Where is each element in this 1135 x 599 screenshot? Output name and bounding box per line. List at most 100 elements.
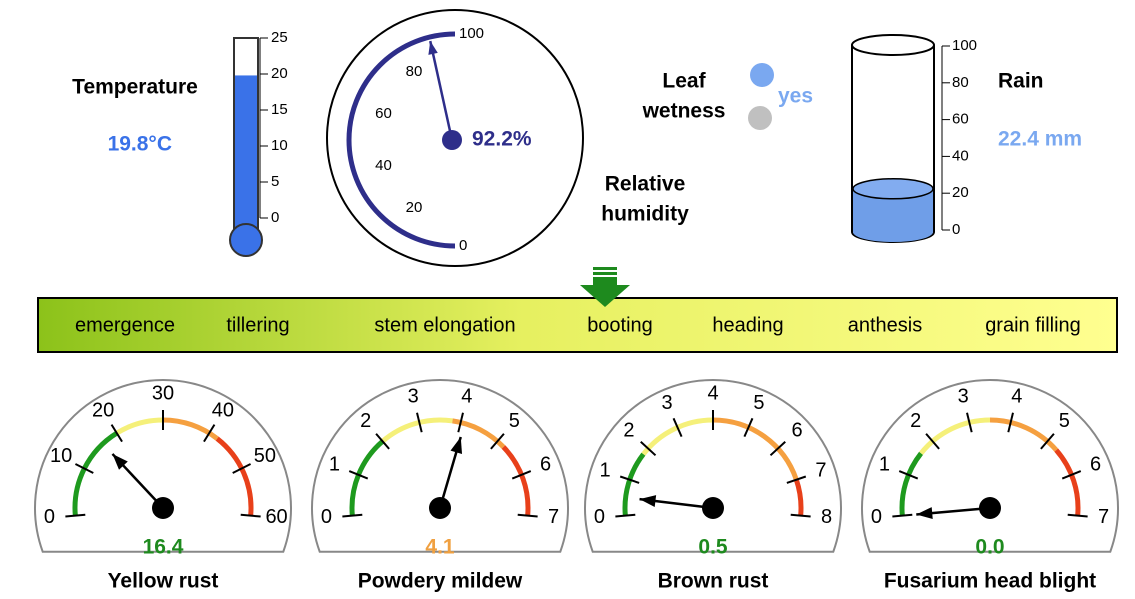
thermo-fill <box>235 75 257 232</box>
tick <box>232 463 252 474</box>
tick-label: 60 <box>375 105 392 122</box>
gauge-zone <box>899 451 924 516</box>
tick-label: 2 <box>360 410 371 432</box>
gauge-zone <box>501 445 531 516</box>
tick <box>416 412 423 433</box>
tick <box>517 513 538 518</box>
tick <box>1061 470 1082 480</box>
tick <box>110 424 123 443</box>
tick-label: 80 <box>406 63 423 80</box>
tick-label: 0 <box>594 506 605 528</box>
rain-label: Rain <box>998 70 1044 93</box>
needle-head <box>428 41 438 55</box>
tick-label: 8 <box>821 506 832 528</box>
stage-label: stem elongation <box>374 314 515 336</box>
tick-label: 1 <box>599 460 610 482</box>
gauge-zone <box>1054 448 1081 516</box>
gauge-zone <box>622 452 646 516</box>
stage-label: heading <box>712 314 783 336</box>
rain-water <box>853 188 933 242</box>
gauge-face <box>34 379 292 553</box>
rain-surface <box>852 178 934 200</box>
tick <box>672 417 683 438</box>
humidity-arc <box>346 31 456 249</box>
tick-label: 30 <box>152 382 174 404</box>
stage-bar <box>37 297 1118 353</box>
tick <box>1067 513 1088 518</box>
gauge-value: 0.5 <box>698 536 728 559</box>
tick <box>769 441 786 457</box>
needle-head <box>639 495 657 508</box>
gauge-value: 4.1 <box>425 536 455 559</box>
tick-label: 40 <box>375 157 392 174</box>
gauge-name: Brown rust <box>658 570 769 593</box>
tick <box>240 513 261 518</box>
tick <box>925 433 940 450</box>
gauge-zone <box>712 417 799 481</box>
tick-label: 60 <box>265 506 287 528</box>
tick-label: 20 <box>271 65 288 82</box>
tick <box>743 417 754 438</box>
stage-label: booting <box>587 314 653 336</box>
humidity-label: humidity <box>601 203 689 226</box>
tick <box>615 513 636 518</box>
tick-label: 6 <box>1090 453 1101 475</box>
temperature-label: Temperature <box>72 76 198 99</box>
gauge-name: Fusarium head blight <box>884 570 1096 593</box>
tick-label: 40 <box>952 147 969 164</box>
tick-label: 25 <box>271 29 288 46</box>
tick <box>348 470 369 480</box>
tick-label: 3 <box>408 385 419 407</box>
tick-label: 0 <box>271 209 279 226</box>
tick-label: 20 <box>406 199 423 216</box>
needle-head <box>450 436 463 455</box>
tick <box>1040 433 1055 450</box>
tick-label: 10 <box>50 445 72 467</box>
gauge-zone <box>793 478 804 516</box>
gauge-zone <box>452 418 506 449</box>
tick-label: 10 <box>271 137 288 154</box>
tick-label: 1 <box>879 453 890 475</box>
tick <box>786 475 807 484</box>
gauge-value: 0.0 <box>975 536 1004 559</box>
stage-label: anthesis <box>848 314 923 336</box>
tick-label: 2 <box>623 419 634 441</box>
tick-label: 7 <box>548 506 559 528</box>
tick <box>966 412 973 433</box>
needle-head <box>916 507 933 520</box>
tick <box>342 513 363 518</box>
gauge-name: Powdery mildew <box>358 570 523 593</box>
tick <box>898 470 919 480</box>
tick-label: 20 <box>952 184 969 201</box>
stage-label: emergence <box>75 314 175 336</box>
tick <box>511 470 532 480</box>
tick <box>490 433 505 450</box>
humidity-label: Relative <box>605 173 686 196</box>
tick-label: 4 <box>707 382 718 404</box>
gauge-zone <box>380 417 453 444</box>
tick <box>892 513 913 518</box>
gauge-face <box>861 379 1119 553</box>
needle-hub <box>442 130 462 150</box>
leaf-value: yes <box>778 85 813 108</box>
gauge-zone <box>215 436 254 516</box>
thermo-bulb <box>229 223 263 257</box>
tick-label: 5 <box>1059 410 1070 432</box>
stage-label: grain filling <box>985 314 1081 336</box>
tick-label: 60 <box>952 111 969 128</box>
leaf-label: wetness <box>642 100 726 123</box>
needle-head <box>112 453 128 470</box>
tick-label: 7 <box>1098 506 1109 528</box>
tick-label: 2 <box>910 410 921 432</box>
tick-label: 6 <box>791 419 802 441</box>
tick-label: 0 <box>459 237 467 254</box>
tick-label: 5 <box>271 173 279 190</box>
tick-label: 20 <box>92 399 114 421</box>
tick-label: 3 <box>662 392 673 414</box>
gauge-zone <box>641 417 714 456</box>
tick-label: 100 <box>459 25 484 42</box>
rain-value: 22.4 mm <box>998 128 1082 151</box>
tick <box>640 441 657 457</box>
tick <box>790 513 811 518</box>
